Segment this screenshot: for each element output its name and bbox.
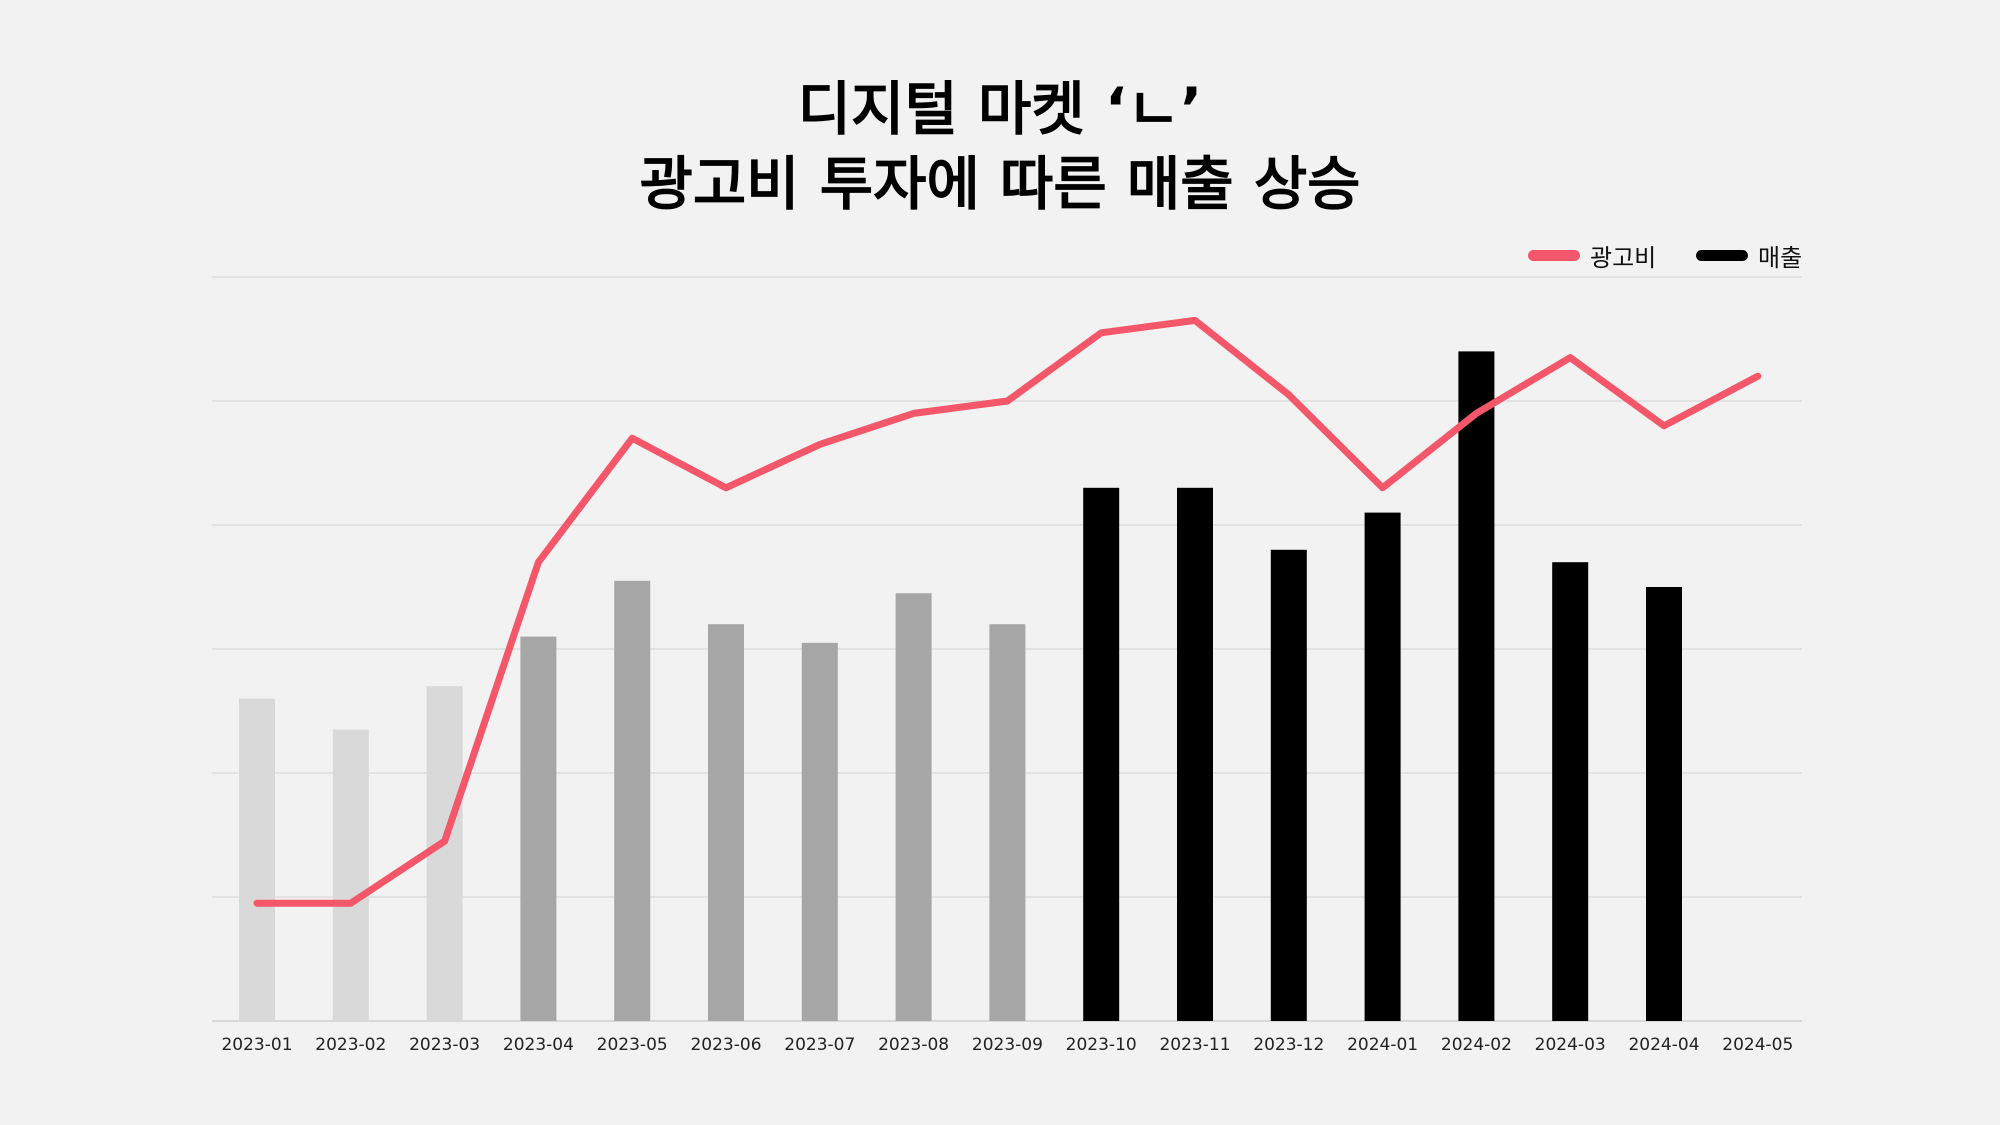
x-tick-label: 2023-09 xyxy=(972,1035,1043,1055)
x-tick-label: 2023-03 xyxy=(409,1035,480,1055)
bar-2024-03 xyxy=(1552,562,1589,1021)
x-tick-label: 2024-02 xyxy=(1441,1035,1512,1055)
bar-2023-10 xyxy=(1083,487,1120,1021)
legend-swatch-sales xyxy=(1696,249,1748,261)
bar-2023-06 xyxy=(708,624,744,1021)
legend-label-sales: 매출 xyxy=(1758,243,1803,272)
x-tick-label: 2023-08 xyxy=(878,1035,949,1055)
bar-2023-11 xyxy=(1177,487,1213,1021)
x-tick-label: 2023-10 xyxy=(1066,1035,1137,1055)
x-tick-label: 2023-05 xyxy=(597,1035,668,1055)
x-tick-label: 2024-05 xyxy=(1722,1035,1793,1055)
legend-swatch-ad-spend xyxy=(1528,249,1580,261)
bar-2023-07 xyxy=(801,642,838,1021)
bar-2023-08 xyxy=(895,593,932,1021)
x-tick-label: 2023-01 xyxy=(221,1035,292,1055)
chart-title-line-2: 광고비 투자에 따른 매출 상승 xyxy=(639,150,1361,218)
bar-2023-01 xyxy=(239,698,275,1021)
bar-2024-01 xyxy=(1364,512,1401,1021)
bar-2023-09 xyxy=(989,624,1026,1021)
chart-title-line-1: 디지털 마켓 ‘ㄴ’ xyxy=(797,75,1203,143)
x-tick-label: 2023-12 xyxy=(1253,1035,1324,1055)
legend-item-sales: 매출 xyxy=(1696,237,1802,273)
bar-2023-05 xyxy=(614,580,651,1021)
bar-2023-03 xyxy=(426,686,463,1021)
legend-item-ad-spend: 광고비 xyxy=(1528,237,1656,273)
x-tick-label: 2024-03 xyxy=(1535,1035,1606,1055)
x-tick-label: 2023-11 xyxy=(1159,1035,1230,1055)
x-tick-label: 2023-07 xyxy=(784,1035,855,1055)
x-tick-label: 2023-06 xyxy=(690,1035,761,1055)
x-tick-label: 2024-01 xyxy=(1347,1035,1418,1055)
x-tick-label: 2023-04 xyxy=(503,1035,574,1055)
bar-2024-02 xyxy=(1458,351,1495,1021)
bar-2023-02 xyxy=(332,729,369,1021)
x-tick-label: 2023-02 xyxy=(315,1035,386,1055)
x-tick-label: 2024-04 xyxy=(1628,1035,1699,1055)
bar-2024-04 xyxy=(1646,587,1682,1021)
legend-label-ad-spend: 광고비 xyxy=(1590,243,1657,272)
bar-2023-12 xyxy=(1270,549,1307,1021)
bar-2023-04 xyxy=(520,636,557,1021)
